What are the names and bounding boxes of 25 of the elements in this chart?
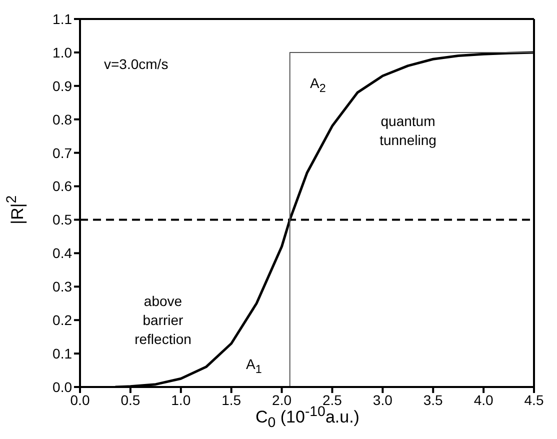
y-tick-label: 0.3 <box>52 278 72 295</box>
x-tick-label: 1.0 <box>171 392 191 408</box>
x-tick-label: 1.5 <box>222 392 242 408</box>
x-tick-label: 3.0 <box>372 392 393 408</box>
y-tick-label: 0.7 <box>52 144 72 161</box>
annotation: quantum tunneling <box>378 112 438 150</box>
y-tick-label: 0.1 <box>52 346 72 362</box>
x-tick-label: 4.0 <box>474 392 494 408</box>
y-tick-label: 0.4 <box>52 245 72 262</box>
y-tick-label: 0.8 <box>52 111 72 128</box>
annotation: A$_{2}$ <box>310 74 326 97</box>
y-tick-label: 1.1 <box>52 10 72 27</box>
y-tick-label: 0.9 <box>52 78 72 94</box>
x-tick-label: 4.5 <box>524 392 544 408</box>
annotation: v=3.0cm/s <box>104 55 168 74</box>
annotation: above barrier reflection <box>134 292 192 349</box>
y-tick-label: 0.5 <box>52 212 72 228</box>
y-tick-label: 0.2 <box>52 312 72 328</box>
x-tick-label: 3.5 <box>423 392 444 408</box>
y-tick-label: 0.0 <box>52 378 72 395</box>
x-tick-label: 0.5 <box>120 392 140 408</box>
annotation: A$_{1}$ <box>246 355 262 378</box>
y-tick-label: 1.0 <box>52 44 72 60</box>
y-tick-label: 0.6 <box>52 178 72 194</box>
x-tick-label: 0.0 <box>70 392 90 408</box>
